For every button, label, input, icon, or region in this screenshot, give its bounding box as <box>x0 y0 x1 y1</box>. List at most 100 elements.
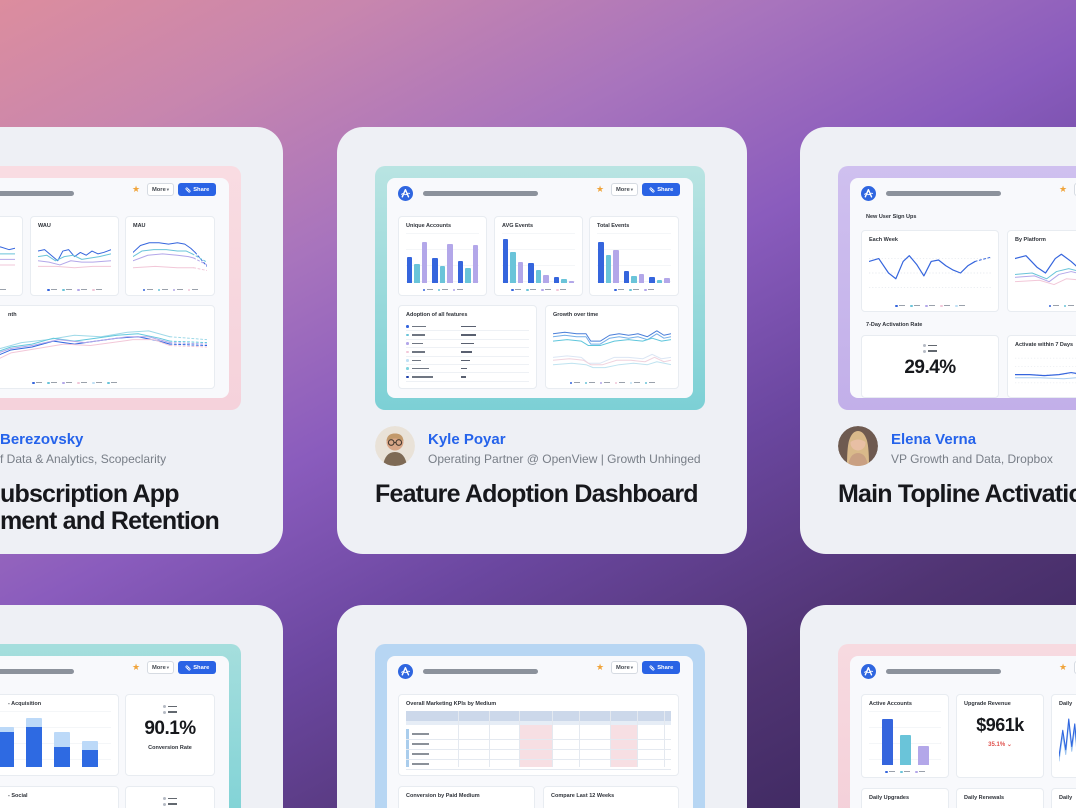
chart-tile-growth-over-time: Growth over time <box>545 305 679 389</box>
chart-tile-daily: Daily <box>1051 694 1076 778</box>
template-card-main-topline-activation[interactable]: ★ More▾ Share New User Sign Ups Each Wee… <box>800 127 1076 554</box>
june-logo-icon <box>398 664 413 679</box>
chart-tile-avg-events: AVG Events <box>494 216 583 296</box>
link-icon <box>185 186 191 193</box>
chart-tile-mau: MAU <box>125 216 215 296</box>
kpi-value: 90.1% <box>144 718 196 739</box>
more-button[interactable]: More▾ <box>147 661 174 674</box>
favorite-star-icon[interactable]: ★ <box>596 184 605 194</box>
dashboard-preview: ★ More▾ Share Active Accounts Upgrade Re… <box>838 644 1076 808</box>
dashboard-title-placeholder <box>0 191 74 196</box>
chart-legend <box>1008 304 1076 307</box>
chart-legend <box>126 288 214 291</box>
chevron-down-icon: ▾ <box>166 664 170 670</box>
avatar <box>375 426 415 466</box>
tile-label: Daily Renewals <box>964 795 1005 801</box>
dashboard-title-placeholder <box>423 669 538 674</box>
tile-label: - Acquisition <box>8 701 42 707</box>
favorite-star-icon[interactable]: ★ <box>1059 662 1068 672</box>
dashboard-preview: ★ More ▾ Share WAU MAU nt <box>0 166 241 410</box>
tile-label: Upgrade Revenue <box>964 701 1011 707</box>
kpi-value: 29.4% <box>904 357 956 378</box>
share-button[interactable]: Share <box>642 183 680 196</box>
chart-tile-each-week: Each Week <box>861 230 999 312</box>
kpi-placeholder <box>163 797 177 800</box>
kpi-label: Conversion Rate <box>148 745 192 751</box>
kpi-tile <box>125 786 215 808</box>
dashboard-title-placeholder <box>0 669 74 674</box>
tile-label: Compare Last 12 Weeks <box>551 793 615 799</box>
chart-tile-compare-12-weeks: Compare Last 12 Weeks <box>543 786 679 808</box>
template-card-subscription-app[interactable]: ★ More ▾ Share WAU MAU nt <box>0 127 283 554</box>
chart-legend <box>546 381 678 384</box>
dashboard-preview: ★ More▾ Share New User Sign Ups Each Wee… <box>838 166 1076 410</box>
tile-label: Overall Marketing KPIs by Medium <box>406 701 497 707</box>
template-card-marketing-kpis[interactable]: ★ More ▾ Share Overall Marketing KPIs by … <box>337 605 747 808</box>
chart-tile-activate-7-days: Activate within 7 Days <box>1007 335 1076 398</box>
chart-legend <box>862 304 998 307</box>
tile-label: Conversion by Paid Medium <box>406 793 480 799</box>
share-button[interactable]: Share <box>642 661 680 674</box>
more-button[interactable]: More▾ <box>147 183 174 196</box>
dashboard-preview: ★ More ▾ Share Unique Accounts AVG Events… <box>375 166 705 410</box>
tile-label: Adoption of all features <box>406 312 468 318</box>
author-role: Operating Partner @ OpenView | Growth Un… <box>428 452 701 466</box>
share-button[interactable]: Share <box>178 183 216 196</box>
card-title: Feature Adoption Dashboard <box>375 480 699 508</box>
kpi-placeholder <box>923 344 937 347</box>
chart-tile-by-platform: By Platform <box>1007 230 1076 312</box>
favorite-star-icon[interactable]: ★ <box>132 662 141 672</box>
template-card-revenue[interactable]: ★ More▾ Share Active Accounts Upgrade Re… <box>800 605 1076 808</box>
link-icon <box>649 186 655 193</box>
tile-label: AVG Events <box>502 223 534 229</box>
tile-label: WAU <box>38 223 51 229</box>
more-button[interactable]: More▾ <box>611 183 638 196</box>
more-button[interactable]: More▾ <box>1074 183 1076 196</box>
chart-legend <box>590 288 678 291</box>
chevron-down-icon: ▾ <box>630 664 634 670</box>
chart-tile <box>0 216 23 296</box>
author-name[interactable]: Kyle Poyar <box>428 431 506 448</box>
favorite-star-icon[interactable]: ★ <box>1059 184 1068 194</box>
tile-label: Active Accounts <box>869 701 912 707</box>
author-role: f Data & Analytics, Scopeclarity <box>0 452 167 466</box>
template-card-feature-adoption[interactable]: ★ More ▾ Share Unique Accounts AVG Events… <box>337 127 747 554</box>
chevron-down-icon: ▾ <box>630 186 634 192</box>
template-card-marketing-conversion[interactable]: ★ More ▾ Share - Acquisition 90.1% Conver… <box>0 605 283 808</box>
tile-label: Activate within 7 Days <box>1015 342 1074 348</box>
kpi-value: $961k <box>976 715 1024 735</box>
favorite-star-icon[interactable]: ★ <box>596 662 605 672</box>
tile-label: MAU <box>133 223 146 229</box>
chart-legend <box>495 288 582 291</box>
chart-tile-social: - Social <box>0 786 119 808</box>
favorite-star-icon[interactable]: ★ <box>132 184 141 194</box>
chart-tile-unique-accounts: Unique Accounts <box>398 216 487 296</box>
chart-tile-adoption-list: Adoption of all features <box>398 305 537 389</box>
tile-label: nth <box>8 312 17 318</box>
chart-legend <box>31 288 118 291</box>
chart-legend <box>0 381 214 384</box>
chevron-down-icon: ⌄ <box>1006 742 1012 748</box>
more-button[interactable]: More▾ <box>611 661 638 674</box>
tile-label: Each Week <box>869 237 898 243</box>
tile-label: Daily <box>1059 795 1073 801</box>
june-logo-icon <box>398 186 413 201</box>
kpi-placeholder <box>163 802 177 806</box>
card-title: Main Topline Activation <box>838 480 1076 508</box>
share-button[interactable]: Share <box>178 661 216 674</box>
more-button[interactable]: More▾ <box>1074 661 1076 674</box>
author-name[interactable]: Elena Verna <box>891 431 977 448</box>
section-label: New User Sign Ups <box>866 214 917 220</box>
chart-tile-wide: nth <box>0 305 215 389</box>
author-name[interactable]: Berezovsky <box>0 431 84 448</box>
tile-label: Total Events <box>597 223 630 229</box>
kpi-placeholder <box>923 349 937 353</box>
chart-legend <box>0 289 22 292</box>
chart-tile-acquisition: - Acquisition <box>0 694 119 776</box>
kpi-tile-activation-rate: 29.4% <box>861 335 999 398</box>
tile-label: Daily <box>1059 701 1073 707</box>
june-logo-icon <box>861 186 876 201</box>
chart-legend <box>862 770 948 773</box>
chart-tile-daily-renewals: Daily Renewals <box>956 788 1044 808</box>
